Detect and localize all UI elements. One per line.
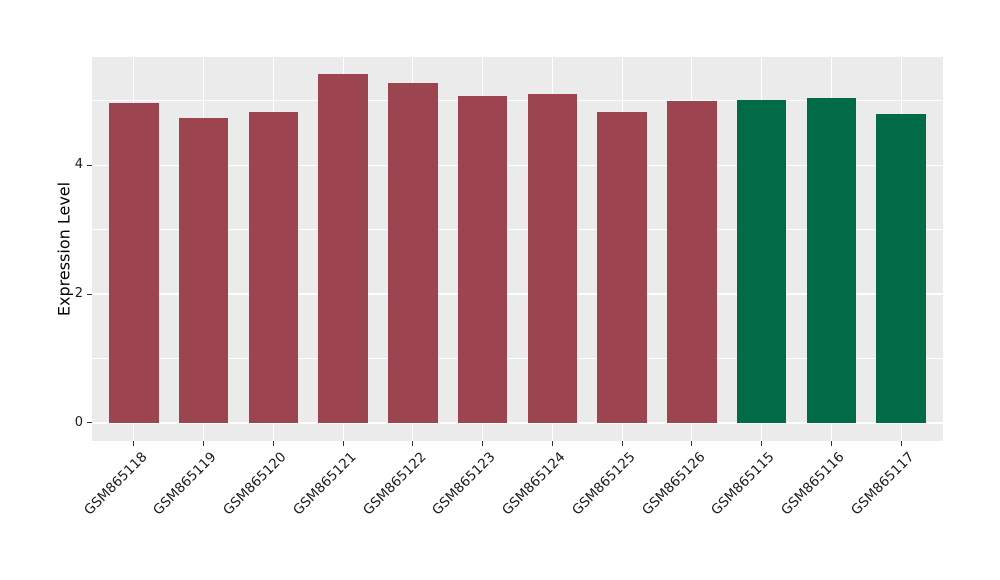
x-tick-mark	[691, 441, 693, 446]
y-tick-mark	[87, 293, 92, 295]
bar-GSM865125	[597, 111, 647, 423]
x-tick-mark	[342, 441, 344, 446]
bar-GSM865126	[667, 100, 717, 423]
x-tick-mark	[133, 441, 135, 446]
x-tick-label-text: GSM865116	[778, 449, 848, 519]
x-tick-mark	[761, 441, 763, 446]
x-tick-mark	[900, 441, 902, 446]
bar-GSM865115	[736, 99, 787, 423]
major-gridline	[92, 164, 943, 166]
x-tick-mark	[272, 441, 274, 446]
x-tick-mark	[203, 441, 205, 446]
plot-panel	[92, 57, 943, 441]
bar-GSM865118	[109, 103, 159, 423]
x-tick-label-text: GSM865122	[359, 449, 430, 519]
bar-GSM865119	[178, 117, 229, 423]
minor-gridline	[92, 100, 943, 102]
x-tick-mark	[412, 441, 414, 446]
y-tick-label: 4	[74, 157, 83, 173]
minor-gridline	[92, 358, 943, 359]
x-tick-label-text: GSM865126	[638, 449, 709, 519]
bar-GSM865121	[318, 73, 368, 423]
minor-gridline	[92, 229, 943, 231]
x-tick-mark	[621, 441, 623, 446]
x-tick-mark	[482, 441, 484, 446]
x-tick-label-text: GSM865121	[289, 449, 360, 519]
bar-GSM865122	[388, 82, 438, 423]
x-tick-label-text: GSM865123	[429, 449, 499, 519]
major-gridline	[92, 422, 943, 424]
x-tick-mark	[830, 441, 832, 446]
x-tick-label-text: GSM865118	[80, 449, 151, 519]
x-tick-label-text: GSM865117	[848, 449, 918, 519]
y-tick-label: 0	[74, 414, 83, 430]
x-tick-label-text: GSM865120	[220, 449, 290, 519]
y-tick-mark	[87, 164, 92, 166]
major-gridline	[92, 293, 943, 295]
x-tick-label-text: GSM865115	[708, 449, 778, 519]
x-tick-label-text: GSM865124	[499, 449, 569, 519]
x-tick-label-text: GSM865125	[568, 449, 639, 519]
bar-GSM865124	[527, 93, 578, 423]
bar-GSM865116	[806, 98, 857, 423]
bar-GSM865123	[457, 96, 508, 423]
y-tick-label: 2	[74, 286, 83, 302]
x-tick-mark	[551, 441, 553, 446]
y-tick-mark	[87, 422, 92, 424]
bar-GSM865117	[876, 113, 926, 423]
x-tick-label-text: GSM865119	[150, 449, 220, 519]
bar-GSM865120	[248, 112, 299, 423]
